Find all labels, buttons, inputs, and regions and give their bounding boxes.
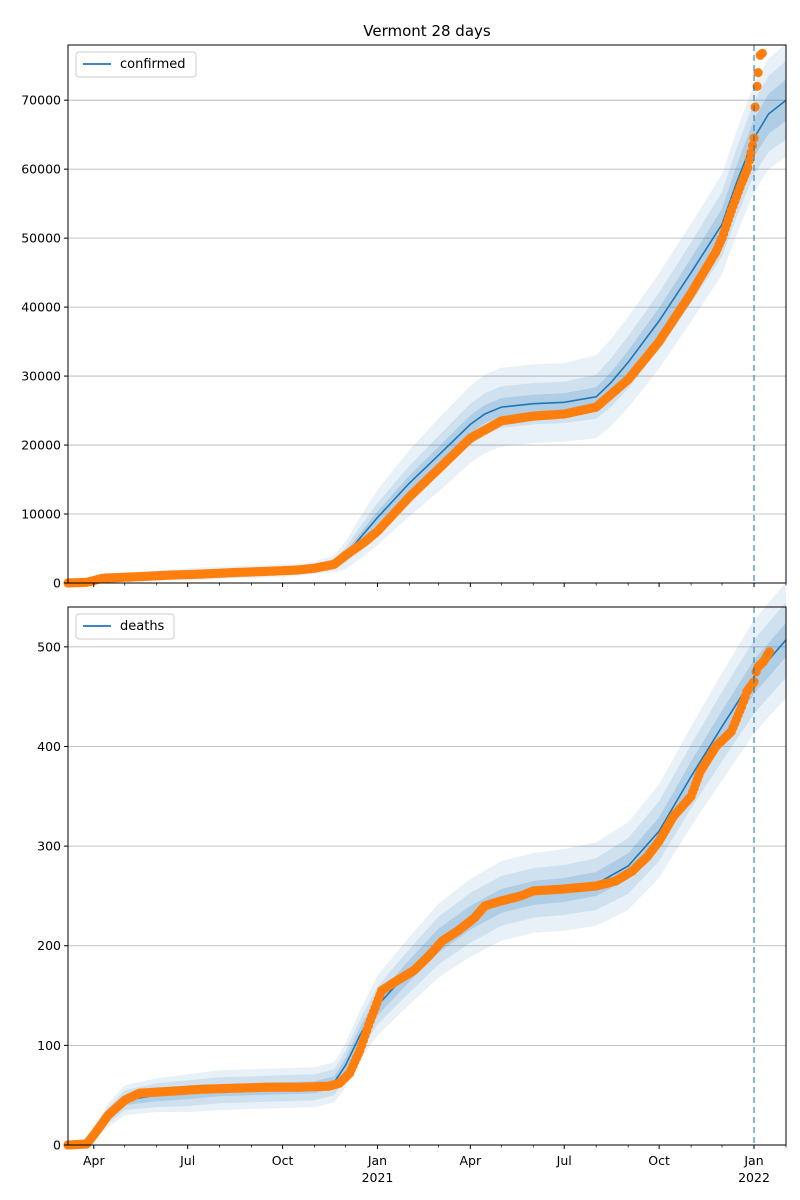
legend-entry-deaths: deaths bbox=[120, 619, 165, 634]
x-tick-label: Jul bbox=[556, 1153, 572, 1168]
observed-point bbox=[753, 68, 763, 78]
series-line-deaths bbox=[67, 639, 787, 1146]
deaths-y-axis: 0 100 200 300 400 500 bbox=[37, 639, 68, 1153]
uncertainty-band-1 bbox=[68, 79, 786, 583]
x-tick-label: Apr bbox=[460, 1153, 482, 1168]
x-tick-label: Oct bbox=[272, 1153, 294, 1168]
y-tick-label: 10000 bbox=[21, 507, 61, 522]
observed-point bbox=[747, 140, 758, 151]
legend-box bbox=[75, 51, 197, 78]
confirmed-grid bbox=[68, 99, 786, 515]
deaths-x-axis: Apr Jul Oct Jan 2021 Apr Jul Oct Jan 2022 bbox=[83, 1145, 787, 1185]
observed-point bbox=[746, 148, 756, 158]
x-tick-label: Jul bbox=[179, 1153, 195, 1168]
deaths-legend: deaths bbox=[75, 613, 175, 640]
confirmed-x-ticks bbox=[93, 583, 787, 587]
observed-point bbox=[764, 647, 775, 657]
observed-point bbox=[757, 48, 767, 58]
confirmed-panel: 0 10000 20000 30000 40000 50000 60000 70000 con… bbox=[21, 43, 787, 591]
deaths-plot-frame bbox=[67, 606, 787, 1146]
legend-box bbox=[75, 613, 175, 640]
confirmed-y-axis: 0 10000 20000 30000 40000 50000 60000 70000 bbox=[21, 93, 68, 591]
x-tick-year-label: 2021 bbox=[362, 1170, 394, 1185]
x-tick-year-label: 2022 bbox=[738, 1170, 770, 1185]
y-tick-label: 0 bbox=[53, 576, 61, 591]
x-tick-label: Jan bbox=[367, 1153, 387, 1168]
chart-title: Vermont 28 days bbox=[363, 22, 491, 40]
y-tick-label: 0 bbox=[53, 1138, 61, 1153]
x-tick-label: Oct bbox=[648, 1153, 670, 1168]
observed-point bbox=[750, 102, 760, 112]
uncertainty-band-1 bbox=[68, 622, 786, 1145]
y-tick-label: 60000 bbox=[21, 162, 61, 177]
legend-entry-confirmed: confirmed bbox=[120, 57, 186, 72]
deaths-grid bbox=[68, 646, 786, 1046]
confirmed-observed-points bbox=[63, 48, 767, 588]
uncertainty-band-3 bbox=[68, 582, 786, 1145]
observed-point bbox=[744, 155, 755, 165]
deaths-bands bbox=[68, 582, 786, 1145]
y-tick-label: 70000 bbox=[21, 93, 61, 108]
x-tick-label: Apr bbox=[83, 1153, 105, 1168]
y-tick-label: 50000 bbox=[21, 231, 61, 246]
x-tick-label: Jan bbox=[743, 1153, 763, 1168]
observed-point bbox=[752, 81, 762, 91]
deaths-line bbox=[67, 639, 787, 1146]
y-tick-label: 400 bbox=[37, 739, 61, 754]
y-tick-label: 500 bbox=[37, 639, 61, 654]
deaths-panel: 0 100 200 300 400 500 Apr Jul Oct Jan 2021 Apr Jul O… bbox=[37, 582, 787, 1185]
y-tick-label: 40000 bbox=[21, 300, 61, 315]
y-tick-label: 20000 bbox=[21, 438, 61, 453]
y-tick-label: 300 bbox=[37, 839, 61, 854]
series-line-confirmed bbox=[67, 99, 787, 584]
y-tick-label: 200 bbox=[37, 938, 61, 953]
confirmed-legend: confirmed bbox=[75, 51, 197, 78]
confirmed-plot-frame bbox=[67, 44, 787, 584]
confirmed-line bbox=[67, 99, 787, 584]
y-tick-label: 100 bbox=[37, 1038, 61, 1053]
y-tick-label: 30000 bbox=[21, 369, 61, 384]
uncertainty-band-2 bbox=[68, 602, 786, 1145]
observed-point bbox=[743, 163, 753, 173]
deaths-observed-points bbox=[63, 647, 775, 1150]
